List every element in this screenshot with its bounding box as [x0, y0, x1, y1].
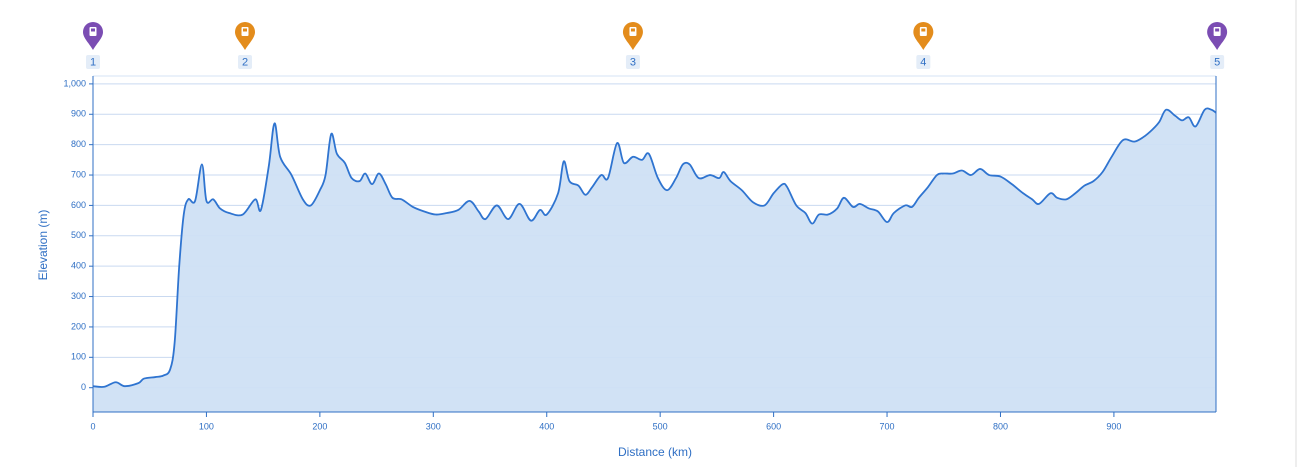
y-tick-label: 600: [71, 200, 86, 210]
waypoint: 1: [83, 22, 103, 69]
waypoint-label: 1: [90, 56, 96, 68]
y-tick-label: 500: [71, 230, 86, 240]
pin-icon-inner: [630, 28, 635, 32]
y-tick-label: 0: [81, 382, 86, 392]
y-tick-label: 400: [71, 261, 86, 271]
x-tick-label: 200: [312, 421, 327, 431]
x-tick-label: 900: [1106, 421, 1121, 431]
waypoint: 3: [622, 22, 643, 69]
y-tick-label: 200: [71, 321, 86, 331]
waypoint: 2: [235, 22, 256, 69]
pin-icon-inner: [243, 28, 248, 32]
waypoint-label: 5: [1214, 56, 1220, 68]
x-tick-label: 0: [90, 421, 95, 431]
line: [92, 107, 1217, 388]
x-tick-label: 800: [993, 421, 1008, 431]
pin-icon-inner: [921, 28, 926, 32]
y-tick-label: 700: [71, 169, 86, 179]
waypoint-label-bg: [86, 55, 100, 69]
waypoint-label: 3: [630, 56, 636, 68]
waypoint-label-bg: [625, 55, 640, 69]
x-tick-label: 700: [880, 421, 895, 431]
y-tick-label: 900: [71, 109, 86, 119]
pin-icon-inner: [91, 28, 95, 32]
y-tick-label: 300: [71, 291, 86, 301]
waypoint: 4: [913, 22, 934, 69]
waypoint-label: 2: [242, 56, 248, 68]
waypoint-label-bg: [238, 55, 253, 69]
y-axis-label: Elevation (m): [36, 210, 50, 281]
waypoint-label-bg: [1210, 55, 1225, 69]
waypoint: 5: [1207, 22, 1228, 69]
y-tick-label: 800: [71, 139, 86, 149]
x-tick-label: 300: [426, 421, 441, 431]
x-tick-label: 100: [199, 421, 214, 431]
x-axis-label: Distance (km): [618, 445, 692, 459]
x-tick-label: 500: [653, 421, 668, 431]
waypoint-label: 4: [920, 56, 926, 68]
x-tick-label: 600: [766, 421, 781, 431]
y-tick-label: 100: [71, 352, 86, 362]
waypoint-label-bg: [916, 55, 931, 69]
area: [93, 108, 1216, 412]
pin-icon-inner: [1215, 28, 1220, 32]
y-tick-label: 1,000: [63, 78, 86, 88]
x-tick-label: 400: [539, 421, 554, 431]
